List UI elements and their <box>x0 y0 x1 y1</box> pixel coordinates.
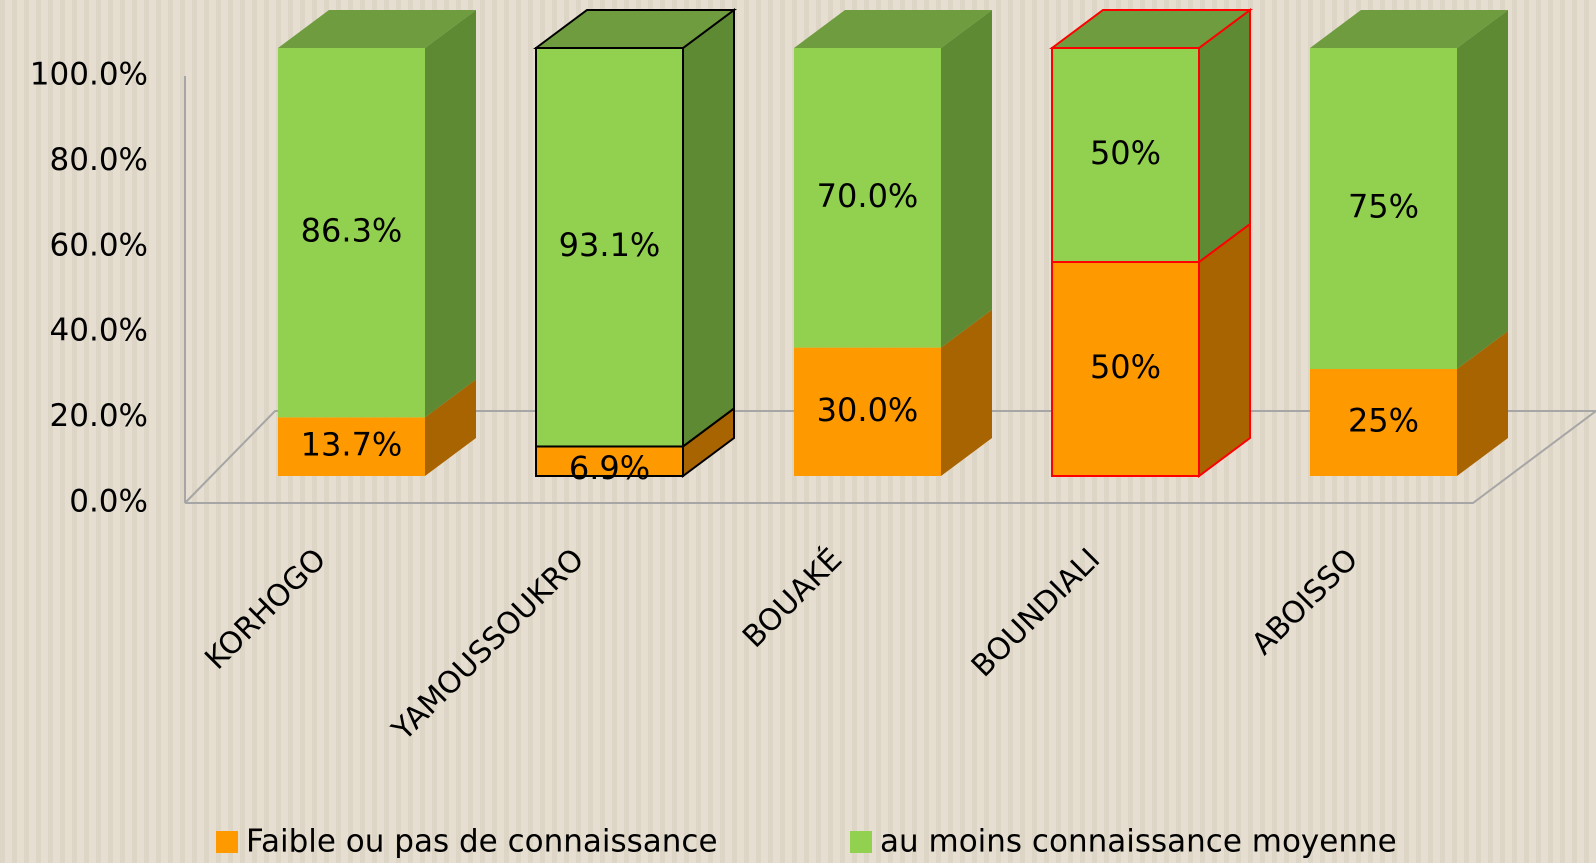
bar-segment <box>794 10 992 348</box>
bar-front <box>278 417 425 476</box>
bar-side <box>941 10 992 348</box>
bar-top <box>1310 10 1508 48</box>
data-label: 75% <box>1348 188 1419 226</box>
bar-top <box>278 10 476 48</box>
bar-segment <box>535 406 735 478</box>
data-label: 93.1% <box>559 226 661 264</box>
bar-segment <box>278 10 476 418</box>
legend-label: Faible ou pas de connaissance <box>246 824 718 860</box>
bar-side <box>1457 331 1508 476</box>
legend-label: au moins connaissance moyenne <box>880 824 1397 860</box>
y-tick-label: 0.0% <box>69 484 148 520</box>
data-label: 86.3% <box>301 212 403 250</box>
y-tick-label: 60.0% <box>50 227 148 263</box>
bar-side <box>1198 8 1251 264</box>
bar-side <box>425 379 476 476</box>
data-label: 50% <box>1090 134 1161 172</box>
bar-side <box>1198 222 1251 478</box>
bar-front <box>1310 369 1457 476</box>
bar-side <box>1457 10 1508 369</box>
bar-front <box>794 48 941 348</box>
bar-front <box>1310 48 1457 369</box>
bar-side <box>682 8 735 449</box>
bar-side <box>425 10 476 418</box>
bar-front <box>535 47 684 448</box>
bar-segment <box>1048 8 1254 264</box>
data-label: 13.7% <box>301 426 403 464</box>
y-tick-label: 80.0% <box>50 142 148 178</box>
bar-front <box>794 347 941 476</box>
bar-segment <box>532 8 738 449</box>
bar-front <box>278 48 425 418</box>
y-tick-label: 20.0% <box>50 398 148 434</box>
data-label: 70.0% <box>817 177 919 215</box>
bar-segment <box>794 309 992 476</box>
bar-segment <box>1310 10 1508 369</box>
bar-top <box>794 10 992 48</box>
legend-swatch <box>216 831 238 853</box>
y-tick-label: 40.0% <box>50 313 148 349</box>
bar-front <box>535 445 684 477</box>
data-label: 6.9% <box>569 449 650 487</box>
bar-segment <box>1051 222 1251 478</box>
bar-side <box>941 309 992 476</box>
bar-front <box>1051 47 1200 263</box>
data-label: 50% <box>1090 348 1161 386</box>
y-tick-label: 100.0% <box>30 57 148 93</box>
bar-front <box>1051 261 1200 477</box>
legend-swatch <box>850 831 872 853</box>
data-label: 25% <box>1348 402 1419 440</box>
bar-segment <box>1310 331 1508 476</box>
data-label: 30.0% <box>817 391 919 429</box>
bar-segment <box>278 379 476 476</box>
